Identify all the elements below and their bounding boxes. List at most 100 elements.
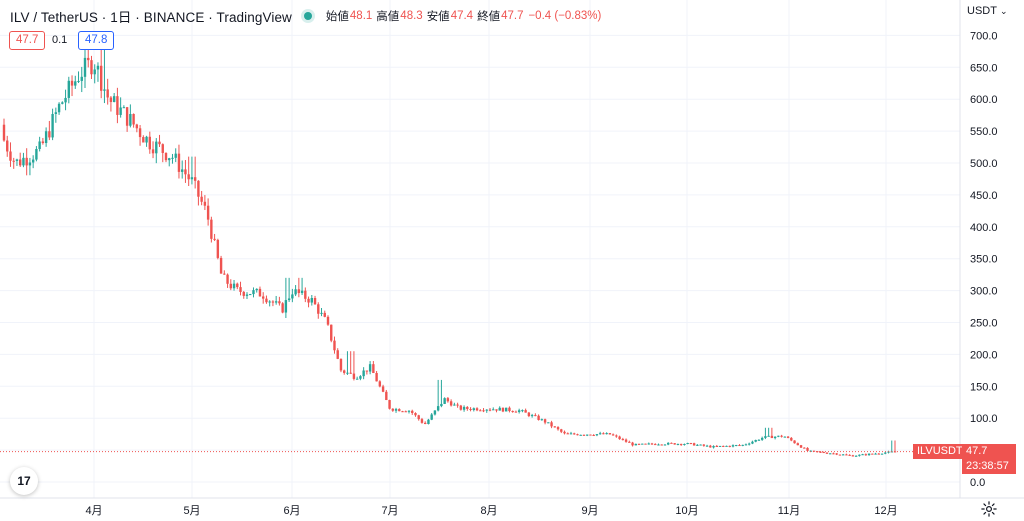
candle	[287, 277, 291, 302]
candle	[171, 153, 174, 164]
close-label: 終値	[477, 11, 501, 23]
candle-body	[757, 439, 761, 441]
candle-body	[262, 296, 265, 299]
candle	[125, 106, 129, 132]
gear-icon[interactable]	[980, 500, 998, 518]
buy-price-button[interactable]: 47.8	[78, 31, 115, 50]
candle	[294, 285, 297, 297]
candle	[841, 453, 845, 456]
time-axis[interactable]: 4月 5月 6月 7月 8月 9月 10月 11月 12月	[85, 505, 897, 517]
candle	[644, 443, 647, 445]
currency-selector[interactable]: USDT ⌄	[967, 5, 1008, 17]
candle-body	[618, 436, 621, 440]
candle	[851, 454, 855, 457]
price-tick-label: 350.0	[970, 254, 998, 266]
candle	[155, 138, 158, 164]
candle	[213, 233, 216, 242]
candle-body	[806, 447, 809, 451]
candle	[631, 441, 634, 447]
candle-body	[404, 411, 407, 413]
candle-body	[96, 65, 100, 70]
candle-body	[391, 408, 394, 411]
candle-body	[61, 102, 64, 104]
candle	[884, 451, 887, 455]
candle-body	[378, 381, 382, 387]
time-tick-label: 9月	[581, 505, 598, 517]
candle-body	[667, 442, 670, 445]
candle-body	[514, 411, 518, 413]
candle-body	[825, 452, 829, 454]
price-tick-label: 650.0	[970, 62, 998, 74]
candle	[728, 445, 731, 448]
candle	[819, 451, 822, 453]
candle-body	[446, 398, 450, 402]
candle-body	[394, 409, 398, 411]
candle	[359, 375, 362, 381]
candle-body	[407, 410, 411, 412]
sell-price-button[interactable]: 47.7	[9, 31, 46, 50]
candle	[368, 361, 372, 375]
candle-body	[501, 407, 505, 412]
candle	[741, 444, 744, 447]
candle-body	[54, 112, 58, 115]
candle	[683, 443, 686, 446]
candle-body	[174, 153, 177, 158]
high-label: 高値	[376, 11, 400, 23]
candle	[190, 156, 194, 185]
candle	[446, 397, 450, 403]
candle	[258, 286, 262, 297]
candle-body	[482, 410, 485, 412]
candle	[375, 371, 378, 382]
candle-body	[116, 96, 119, 115]
candle-body	[6, 140, 9, 152]
candle	[462, 405, 466, 412]
price-tick-label: 100.0	[970, 413, 998, 425]
candle	[663, 444, 667, 446]
candle	[692, 442, 696, 446]
candle-body	[602, 433, 605, 435]
candle	[670, 442, 673, 444]
candle-body	[702, 444, 706, 446]
candle-body	[453, 404, 456, 406]
candle-body	[401, 411, 404, 413]
candle-body	[122, 107, 126, 109]
candle	[705, 444, 709, 447]
candle-body	[877, 453, 880, 455]
candle	[634, 443, 637, 446]
price-tick-label: 0.0	[970, 477, 985, 489]
candle-body	[598, 433, 602, 435]
candle-body	[534, 415, 537, 417]
candle	[22, 152, 25, 168]
candle	[343, 369, 346, 375]
symbol-title[interactable]: ILV / TetherUS · 1日 · BINANCE · TradingV…	[10, 10, 292, 25]
candle-body	[728, 445, 731, 447]
candle-body	[650, 443, 654, 445]
candle	[469, 407, 472, 412]
candle	[436, 379, 440, 412]
candle	[715, 444, 718, 447]
candle-body	[112, 96, 116, 103]
candle	[598, 431, 602, 435]
candle	[780, 434, 783, 438]
candle-body	[712, 445, 715, 448]
candle	[595, 434, 599, 437]
candle-body	[310, 298, 313, 303]
candle	[796, 442, 799, 446]
candle	[100, 48, 103, 99]
candle-body	[330, 324, 333, 341]
candle	[777, 435, 780, 438]
candle	[297, 277, 301, 298]
price-axis[interactable]: 0.050.0100.0150.0200.0250.0300.0350.0400…	[970, 30, 998, 489]
candle	[181, 160, 184, 179]
low-value: 47.4	[450, 10, 474, 22]
candle	[398, 408, 401, 412]
candle-body	[725, 445, 728, 447]
candle	[569, 431, 573, 435]
candle	[197, 180, 200, 206]
candle-body	[106, 89, 109, 98]
candle	[427, 418, 430, 425]
candle-body	[436, 406, 440, 411]
tradingview-logo[interactable]: 17	[10, 467, 38, 495]
candle-body	[278, 301, 281, 304]
